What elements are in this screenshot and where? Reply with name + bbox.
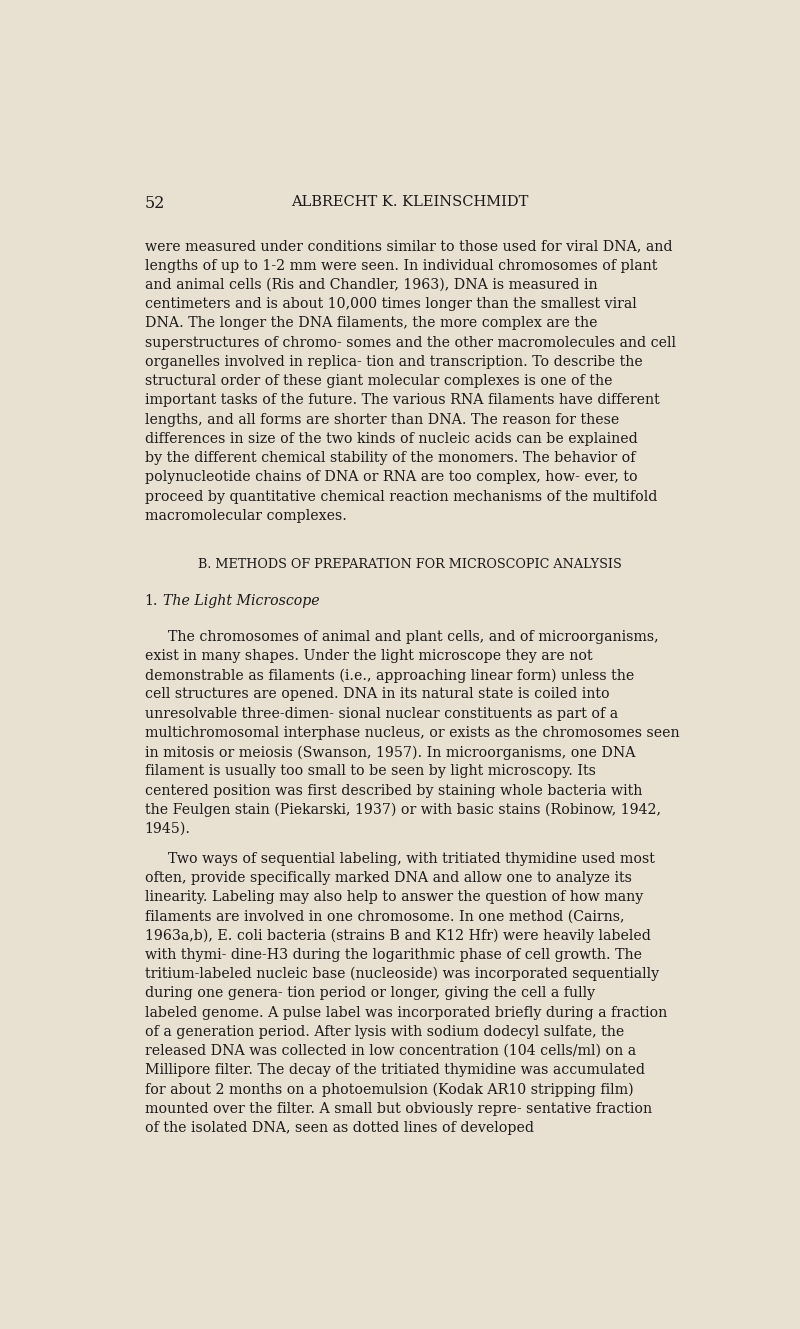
Text: during one genera- tion period or longer, giving the cell a fully: during one genera- tion period or longer… [145, 986, 594, 1001]
Text: organelles involved in replica- tion and transcription. To describe the: organelles involved in replica- tion and… [145, 355, 642, 369]
Text: lengths, and all forms are shorter than DNA. The reason for these: lengths, and all forms are shorter than … [145, 413, 619, 427]
Text: Two ways of sequential labeling, with tritiated thymidine used most: Two ways of sequential labeling, with tr… [168, 852, 655, 865]
Text: often, provide specifically marked DNA and allow one to analyze its: often, provide specifically marked DNA a… [145, 870, 631, 885]
Text: unresolvable three-dimen- sional nuclear constituents as part of a: unresolvable three-dimen- sional nuclear… [145, 707, 618, 720]
Text: of the isolated DNA, seen as dotted lines of developed: of the isolated DNA, seen as dotted line… [145, 1120, 534, 1135]
Text: tritium-labeled nucleic base (nucleoside) was incorporated sequentially: tritium-labeled nucleic base (nucleoside… [145, 968, 658, 981]
Text: The chromosomes of animal and plant cells, and of microorganisms,: The chromosomes of animal and plant cell… [168, 630, 659, 643]
Text: B. METHODS OF PREPARATION FOR MICROSCOPIC ANALYSIS: B. METHODS OF PREPARATION FOR MICROSCOPI… [198, 558, 622, 570]
Text: were measured under conditions similar to those used for viral DNA, and: were measured under conditions similar t… [145, 239, 672, 254]
Text: cell structures are opened. DNA in its natural state is coiled into: cell structures are opened. DNA in its n… [145, 687, 610, 702]
Text: The Light Microscope: The Light Microscope [163, 594, 320, 609]
Text: proceed by quantitative chemical reaction mechanisms of the multifold: proceed by quantitative chemical reactio… [145, 489, 657, 504]
Text: important tasks of the future. The various RNA filaments have different: important tasks of the future. The vario… [145, 393, 659, 408]
Text: polynucleotide chains of DNA or RNA are too complex, how- ever, to: polynucleotide chains of DNA or RNA are … [145, 470, 638, 484]
Text: structural order of these giant molecular complexes is one of the: structural order of these giant molecula… [145, 375, 612, 388]
Text: with thymi- dine-H3 during the logarithmic phase of cell growth. The: with thymi- dine-H3 during the logarithm… [145, 948, 642, 962]
Text: differences in size of the two kinds of nucleic acids can be explained: differences in size of the two kinds of … [145, 432, 638, 447]
Text: the Feulgen stain (Piekarski, 1937) or with basic stains (Robinow, 1942,: the Feulgen stain (Piekarski, 1937) or w… [145, 803, 661, 817]
Text: filament is usually too small to be seen by light microscopy. Its: filament is usually too small to be seen… [145, 764, 595, 779]
Text: by the different chemical stability of the monomers. The behavior of: by the different chemical stability of t… [145, 451, 635, 465]
Text: 1.: 1. [145, 594, 158, 609]
Text: 52: 52 [145, 195, 165, 213]
Text: superstructures of chromo- somes and the other macromolecules and cell: superstructures of chromo- somes and the… [145, 336, 676, 350]
Text: 1963a,b), E. coli bacteria (strains B and K12 Hfr) were heavily labeled: 1963a,b), E. coli bacteria (strains B an… [145, 929, 650, 944]
Text: 1945).: 1945). [145, 823, 190, 836]
Text: exist in many shapes. Under the light microscope they are not: exist in many shapes. Under the light mi… [145, 649, 592, 663]
Text: linearity. Labeling may also help to answer the question of how many: linearity. Labeling may also help to ans… [145, 890, 643, 904]
Text: demonstrable as filaments (i.e., approaching linear form) unless the: demonstrable as filaments (i.e., approac… [145, 668, 634, 683]
Text: and animal cells (Ris and Chandler, 1963), DNA is measured in: and animal cells (Ris and Chandler, 1963… [145, 278, 598, 292]
Text: in mitosis or meiosis (Swanson, 1957). In microorganisms, one DNA: in mitosis or meiosis (Swanson, 1957). I… [145, 746, 635, 760]
Text: centered position was first described by staining whole bacteria with: centered position was first described by… [145, 784, 642, 797]
Text: released DNA was collected in low concentration (104 cells/ml) on a: released DNA was collected in low concen… [145, 1045, 636, 1058]
Text: ALBRECHT K. KLEINSCHMIDT: ALBRECHT K. KLEINSCHMIDT [291, 195, 529, 209]
Text: DNA. The longer the DNA filaments, the more complex are the: DNA. The longer the DNA filaments, the m… [145, 316, 597, 331]
Text: multichromosomal interphase nucleus, or exists as the chromosomes seen: multichromosomal interphase nucleus, or … [145, 726, 679, 740]
Text: lengths of up to 1-2 mm were seen. In individual chromosomes of plant: lengths of up to 1-2 mm were seen. In in… [145, 259, 657, 272]
Text: Millipore filter. The decay of the tritiated thymidine was accumulated: Millipore filter. The decay of the triti… [145, 1063, 645, 1078]
Text: mounted over the filter. A small but obviously repre- sentative fraction: mounted over the filter. A small but obv… [145, 1102, 652, 1116]
Text: for about 2 months on a photoemulsion (Kodak AR10 stripping film): for about 2 months on a photoemulsion (K… [145, 1082, 634, 1096]
Text: labeled genome. A pulse label was incorporated briefly during a fraction: labeled genome. A pulse label was incorp… [145, 1006, 667, 1019]
Text: centimeters and is about 10,000 times longer than the smallest viral: centimeters and is about 10,000 times lo… [145, 298, 636, 311]
Text: macromolecular complexes.: macromolecular complexes. [145, 509, 346, 522]
Text: of a generation period. After lysis with sodium dodecyl sulfate, the: of a generation period. After lysis with… [145, 1025, 624, 1039]
Text: filaments are involved in one chromosome. In one method (Cairns,: filaments are involved in one chromosome… [145, 909, 624, 924]
